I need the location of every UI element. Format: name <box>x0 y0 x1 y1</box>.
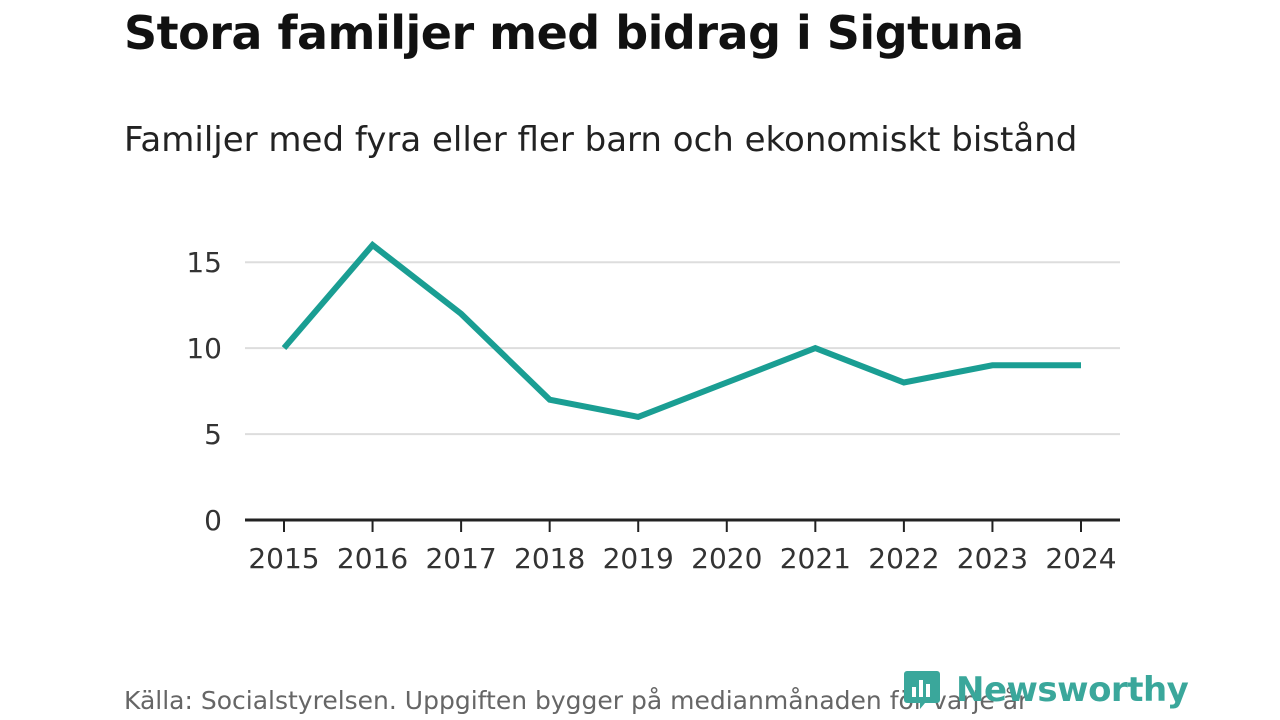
series-lines <box>281 240 1081 421</box>
x-tick-label: 2015 <box>248 542 319 575</box>
y-tick-label: 5 <box>204 418 222 451</box>
x-tick-label: 2021 <box>780 542 851 575</box>
brand-logo[interactable]: Newsworthy <box>902 670 1189 710</box>
y-tick-label: 15 <box>186 246 222 279</box>
x-tick-label: 2018 <box>514 542 585 575</box>
y-tick-label: 10 <box>186 332 222 365</box>
x-tick-label: 2016 <box>337 542 408 575</box>
x-tick-label: 2019 <box>603 542 674 575</box>
x-tick-label: 2022 <box>868 542 939 575</box>
brand-name: Newsworthy <box>956 670 1189 710</box>
chart-title: Stora familjer med bidrag i Sigtuna <box>124 6 1024 60</box>
source-note: Källa: Socialstyrelsen. Uppgiften bygger… <box>124 686 1029 715</box>
x-tick-label: 2020 <box>691 542 762 575</box>
gridlines <box>245 261 1120 436</box>
x-tick-label: 2024 <box>1045 542 1116 575</box>
y-tick-label: 0 <box>204 504 222 537</box>
x-axis-ticks: 2015 2016 2017 2018 2019 2020 2021 2022 2023 2024 <box>248 520 1117 575</box>
newsworthy-logo-icon <box>904 671 940 709</box>
x-tick-label: 2017 <box>425 542 496 575</box>
x-tick-label: 2023 <box>957 542 1028 575</box>
series-line <box>281 240 1081 421</box>
chart-subtitle: Familjer med fyra eller fler barn och ek… <box>124 120 1078 160</box>
y-axis-ticks: 0 5 10 15 <box>186 246 222 537</box>
